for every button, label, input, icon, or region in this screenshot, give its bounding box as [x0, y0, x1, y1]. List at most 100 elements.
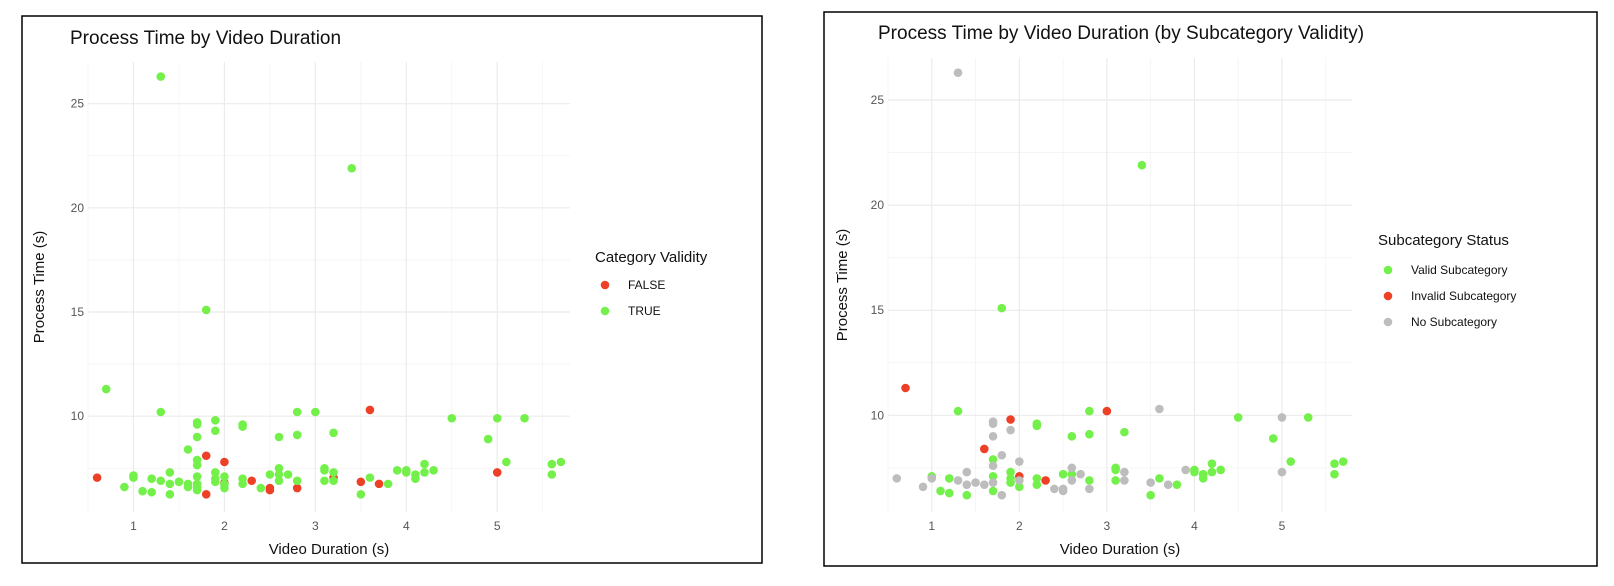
x-axis-label: Video Duration (s)	[269, 541, 390, 558]
data-point-true	[329, 428, 338, 438]
data-point-true	[165, 489, 175, 499]
data-point-no-subcategory	[892, 474, 902, 483]
data-point-valid-subcategory	[997, 303, 1007, 313]
data-point-valid-subcategory	[1058, 469, 1068, 479]
data-point-valid-subcategory	[1172, 480, 1182, 489]
data-point-true	[192, 485, 202, 495]
y-tick-label: 25	[871, 93, 885, 107]
data-point-false	[220, 457, 229, 467]
y-axis-label: Process Time (s)	[31, 231, 48, 344]
data-point-valid-subcategory	[1111, 465, 1120, 475]
data-point-true	[238, 422, 247, 431]
data-point-no-subcategory	[962, 480, 972, 489]
data-point-true	[201, 305, 211, 315]
data-point-true	[347, 163, 357, 173]
data-point-valid-subcategory	[1216, 465, 1225, 475]
data-point-no-subcategory	[980, 480, 989, 489]
data-point-true	[411, 474, 420, 483]
data-point-valid-subcategory	[1015, 482, 1024, 492]
data-point-valid-subcategory	[1067, 432, 1077, 441]
data-point-valid-subcategory	[988, 486, 998, 496]
data-point-false	[374, 479, 384, 489]
data-point-no-subcategory	[1050, 484, 1059, 494]
data-point-true	[211, 477, 220, 487]
data-point-no-subcategory	[988, 461, 998, 471]
data-point-true	[183, 445, 193, 454]
data-point-no-subcategory	[1181, 465, 1190, 475]
data-point-false	[201, 489, 211, 499]
legend: Subcategory Status Valid Subcategory Inval…	[1378, 232, 1516, 329]
data-point-true	[192, 420, 202, 429]
data-point-no-subcategory	[1085, 484, 1094, 494]
data-point-true	[265, 470, 275, 479]
data-point-true	[211, 416, 220, 425]
data-point-no-subcategory	[988, 419, 998, 429]
data-point-true	[274, 463, 284, 473]
data-point-true	[292, 430, 302, 440]
data-point-no-subcategory	[1120, 476, 1129, 485]
x-tick-label: 5	[1279, 519, 1286, 533]
data-point-valid-subcategory	[1155, 474, 1164, 483]
data-point-true	[147, 487, 156, 497]
legend: Category Validity FALSE TRUE	[595, 249, 708, 318]
data-point-true	[420, 468, 429, 477]
data-point-true	[383, 479, 393, 489]
data-point-true	[283, 470, 293, 479]
data-point-valid-subcategory	[1032, 421, 1042, 431]
data-point-no-subcategory	[997, 490, 1007, 500]
data-point-invalid-subcategory	[1041, 476, 1050, 485]
data-point-true	[183, 482, 193, 492]
data-point-no-subcategory	[1067, 476, 1077, 485]
data-point-true	[256, 483, 266, 493]
data-point-valid-subcategory	[1268, 434, 1278, 443]
x-tick-label: 1	[130, 519, 137, 533]
data-point-false	[265, 485, 275, 495]
data-point-valid-subcategory	[936, 486, 945, 496]
data-point-no-subcategory	[1155, 404, 1164, 414]
y-axis-label: Process Time (s)	[834, 229, 851, 342]
data-point-no-subcategory	[918, 482, 928, 492]
data-point-valid-subcategory	[944, 474, 954, 483]
chart-title: Process Time by Video Duration	[70, 28, 341, 49]
legend-label: No Subcategory	[1411, 315, 1497, 329]
y-tick-label: 10	[871, 408, 885, 422]
data-point-valid-subcategory	[1207, 467, 1217, 477]
legend-key	[600, 306, 610, 316]
legend-label: Valid Subcategory	[1411, 263, 1508, 277]
data-point-no-subcategory	[1006, 425, 1015, 435]
data-point-true	[447, 413, 457, 423]
data-point-invalid-subcategory	[980, 444, 989, 454]
data-point-valid-subcategory	[1085, 429, 1094, 439]
data-point-true	[392, 466, 402, 475]
data-point-valid-subcategory	[1067, 469, 1077, 479]
data-point-valid-subcategory	[1190, 467, 1199, 477]
legend-key	[1383, 317, 1393, 327]
data-point-true	[138, 486, 147, 496]
data-point-false	[356, 477, 366, 487]
data-point-true	[356, 489, 366, 499]
x-tick-label: 2	[221, 519, 228, 533]
data-point-no-subcategory	[927, 474, 937, 483]
data-point-false	[201, 451, 211, 461]
x-axis-label: Video Duration (s)	[1060, 541, 1181, 558]
data-point-true	[192, 460, 202, 470]
data-point-true	[292, 407, 302, 417]
data-point-valid-subcategory	[1120, 427, 1129, 437]
data-point-no-subcategory	[988, 432, 998, 441]
data-point-false	[492, 468, 502, 477]
data-point-valid-subcategory	[953, 406, 963, 416]
data-point-valid-subcategory	[1006, 478, 1015, 487]
legend-label: FALSE	[628, 278, 665, 292]
data-point-valid-subcategory	[962, 490, 972, 500]
data-point-valid-subcategory	[1085, 406, 1094, 416]
data-point-true	[329, 468, 338, 477]
data-point-true	[165, 468, 175, 477]
data-point-valid-subcategory	[988, 455, 998, 464]
data-point-true	[420, 459, 429, 469]
data-point-valid-subcategory	[1286, 457, 1296, 466]
y-tick-label: 10	[71, 409, 85, 423]
data-point-true	[211, 468, 220, 477]
data-point-valid-subcategory	[1111, 476, 1120, 485]
chart-1: 1 2 3 4 5 10 15 20 25 Process Time by Video Durat…	[21, 15, 763, 564]
x-tick-label: 1	[928, 519, 935, 533]
